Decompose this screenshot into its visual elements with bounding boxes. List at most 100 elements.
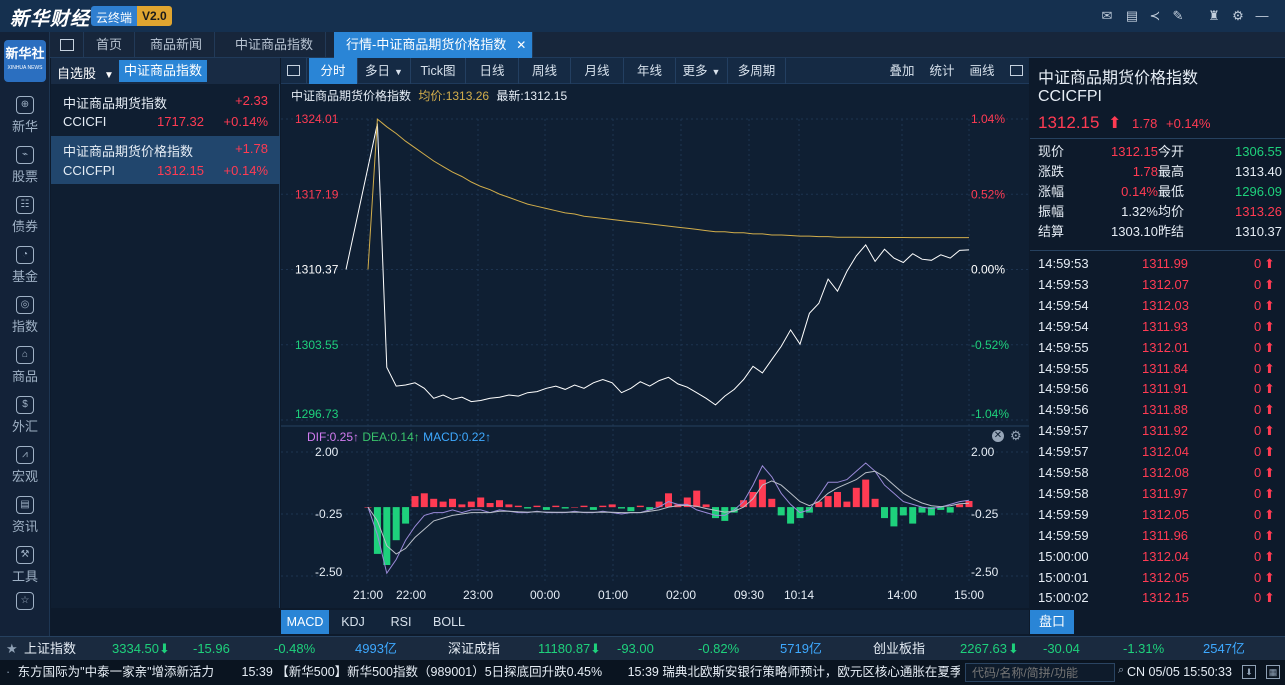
btn-daily[interactable]: 日线 bbox=[466, 58, 519, 84]
pin-icon[interactable]: ★ bbox=[6, 641, 18, 656]
sidebar-item-2[interactable]: ☷ 债券 bbox=[0, 192, 50, 238]
tab-quote-active[interactable]: 行情-中证商品期货价格指数 ✕ bbox=[334, 32, 534, 58]
chevron-down-icon: ▼ bbox=[104, 70, 114, 81]
chat-icon[interactable]: ▤ bbox=[1125, 8, 1139, 23]
tick-row: 14:59:53 1312.07 0 ⬆ bbox=[1030, 274, 1285, 295]
close-icon[interactable]: ✕ bbox=[516, 38, 527, 52]
watchlist-tab[interactable]: 中证商品指数 bbox=[119, 60, 208, 82]
btn-overlay[interactable]: 叠加 bbox=[889, 64, 915, 78]
news-item[interactable]: 15:39 瑞典北欧斯安银行策略师预计，欧元区核心通胀在夏季 bbox=[627, 665, 960, 679]
index-name[interactable]: 深证成指 bbox=[448, 641, 501, 656]
tick-volume: 0 bbox=[1254, 402, 1262, 418]
sidebar-item-label: 新华 bbox=[11, 119, 38, 134]
sidebar-item-1[interactable]: ⌁ 股票 bbox=[0, 142, 50, 188]
news-item[interactable]: 东方国际为"中泰一家亲"增添新活力 bbox=[17, 665, 215, 679]
sidebar-item-label: 股票 bbox=[11, 169, 38, 184]
item-price: 1717.32 bbox=[157, 114, 204, 129]
mail-icon[interactable]: ✉ bbox=[1101, 8, 1113, 23]
arrow-up-icon: ⬆ bbox=[1264, 548, 1275, 564]
tick-volume: 0 bbox=[1254, 527, 1262, 543]
tick-volume: 0 bbox=[1254, 548, 1262, 564]
arrow-up-icon: ⬆ bbox=[1264, 590, 1275, 606]
btn-multiday[interactable]: 多日 ▼ bbox=[358, 58, 411, 84]
news-item[interactable]: 15:39 【新华500】新华500指数（989001）5日探底回升跌0.45% bbox=[241, 665, 603, 679]
btn-multi-period[interactable]: 多周期 bbox=[728, 58, 786, 84]
shirt-icon[interactable]: ♜ bbox=[1208, 8, 1220, 23]
sidebar-item-8[interactable]: ▤ 资讯 bbox=[0, 492, 50, 538]
item-name: 中证商品期货指数 bbox=[63, 96, 168, 111]
gear-icon[interactable]: ⚙ bbox=[1232, 8, 1244, 23]
layout-icon[interactable]: ▦ bbox=[1266, 665, 1280, 679]
macd-bar bbox=[683, 497, 691, 508]
share-icon[interactable]: ≺ bbox=[1149, 8, 1161, 23]
sidebar-toggle-icon[interactable] bbox=[281, 58, 307, 84]
bond-icon: ☷ bbox=[16, 196, 34, 214]
indicator-tabs: MACD KDJ RSI BOLL bbox=[281, 610, 1029, 634]
watchlist-panel: 自选股 ▼ 中证商品指数 中证商品期货指数 +2.33 CCICFI 1717.3… bbox=[51, 58, 280, 608]
search-input[interactable] bbox=[965, 663, 1115, 682]
index-name[interactable]: 上证指数 bbox=[24, 641, 77, 656]
index-name[interactable]: 创业板指 bbox=[873, 641, 926, 656]
sidebar-item-5[interactable]: ⌂ 商品 bbox=[0, 342, 50, 388]
quote-label: 最低 bbox=[1158, 184, 1185, 199]
btn-more[interactable]: 更多 ▼ bbox=[676, 58, 728, 84]
tick-price: 1312.05 bbox=[1142, 569, 1189, 585]
tab-csi-commodity-index[interactable]: 中证商品指数 bbox=[223, 32, 327, 58]
tab-rsi[interactable]: RSI bbox=[390, 615, 412, 629]
btn-statistics[interactable]: 统计 bbox=[929, 64, 955, 78]
close-icon[interactable]: ✕ bbox=[992, 430, 1004, 442]
btn-weekly[interactable]: 周线 bbox=[519, 58, 571, 84]
macd-bar bbox=[890, 507, 898, 527]
btn-intraday[interactable]: 分时 bbox=[309, 58, 358, 84]
dea-label: DEA:0.14↑ bbox=[362, 430, 420, 444]
search-icon[interactable]: ⌕ bbox=[1118, 664, 1125, 676]
macd-bar bbox=[646, 507, 654, 510]
panel-toggle-icon[interactable] bbox=[1003, 58, 1029, 84]
tick-volume: 0 bbox=[1254, 318, 1262, 334]
tab-macd[interactable]: MACD bbox=[281, 610, 329, 634]
edit-icon[interactable]: ✎ bbox=[1172, 8, 1184, 23]
gear-icon[interactable]: ⚙ bbox=[1010, 428, 1022, 443]
tick-price: 1312.03 bbox=[1142, 297, 1189, 313]
sidebar-item-3[interactable]: ◔ 基金 bbox=[0, 242, 50, 288]
btn-yearly[interactable]: 年线 bbox=[624, 58, 676, 84]
macd-bar bbox=[383, 507, 391, 565]
tab-kdj[interactable]: KDJ bbox=[341, 615, 365, 629]
tab-home[interactable]: 首页 bbox=[84, 32, 136, 58]
quote-row: 涨幅 0.14% 最低 1296.09 bbox=[1030, 182, 1285, 202]
y-tick-left: 1317.19 bbox=[295, 187, 339, 201]
btn-monthly[interactable]: 月线 bbox=[571, 58, 624, 84]
watchlist-item[interactable]: 中证商品期货指数 +2.33 CCICFI 1717.32 +0.14% bbox=[51, 90, 280, 136]
tick-list[interactable]: 14:59:53 1311.99 0 ⬆ 14:59:53 1312.07 0 ⬆ 14:59:… bbox=[1030, 253, 1285, 608]
watchlist-item-selected[interactable]: 中证商品期货价格指数 +1.78 CCICFPI 1312.15 +0.14% bbox=[51, 136, 280, 184]
download-icon[interactable]: ⬇ bbox=[1242, 665, 1256, 679]
macd-bar bbox=[514, 505, 522, 508]
sidebar-item-0[interactable]: ⊕ 新华 bbox=[0, 92, 50, 138]
tab-commodity-news[interactable]: 商品新闻 bbox=[138, 32, 216, 58]
tick-volume: 0 bbox=[1254, 360, 1262, 376]
tab-label: 行情-中证商品期货价格指数 bbox=[346, 37, 507, 52]
tab-boll[interactable]: BOLL bbox=[433, 615, 465, 629]
sidebar-item-6[interactable]: $ 外汇 bbox=[0, 392, 50, 438]
btn-tick[interactable]: Tick图 bbox=[411, 58, 466, 84]
watchlist-dropdown[interactable]: 自选股 ▼ bbox=[57, 63, 114, 82]
sidebar-item-9[interactable]: ⚒ 工具 bbox=[0, 542, 50, 588]
intraday-chart[interactable]: 1324.01 1317.19 1310.37 1303.55 1296.73 1.04%… bbox=[281, 58, 1029, 608]
tick-price: 1311.99 bbox=[1142, 256, 1189, 271]
quote-value: 1313.26 bbox=[1235, 204, 1282, 219]
divider bbox=[1030, 250, 1285, 251]
sidebar-item-7[interactable]: ⩘ 宏观 bbox=[0, 442, 50, 488]
tick-volume: 0 bbox=[1254, 485, 1262, 501]
tick-price: 1311.92 bbox=[1142, 423, 1189, 439]
order-book-tab[interactable]: 盘口 bbox=[1030, 610, 1074, 634]
panel-toggle-icon[interactable] bbox=[50, 32, 84, 58]
macd-bar bbox=[524, 507, 532, 509]
arrow-up-icon: ⬆ bbox=[1264, 297, 1275, 313]
sidebar-item-4[interactable]: ◎ 指数 bbox=[0, 292, 50, 338]
macd-header: DIF:0.25↑ DEA:0.14↑ MACD:0.22↑ bbox=[307, 430, 491, 444]
btn-draw[interactable]: 画线 bbox=[969, 64, 995, 78]
index-value: 11180.87 bbox=[538, 641, 591, 656]
y-tick-right: 1.04% bbox=[971, 112, 1005, 126]
minimize-icon[interactable]: — bbox=[1255, 8, 1269, 23]
more-icon[interactable]: ☆ bbox=[0, 592, 50, 612]
